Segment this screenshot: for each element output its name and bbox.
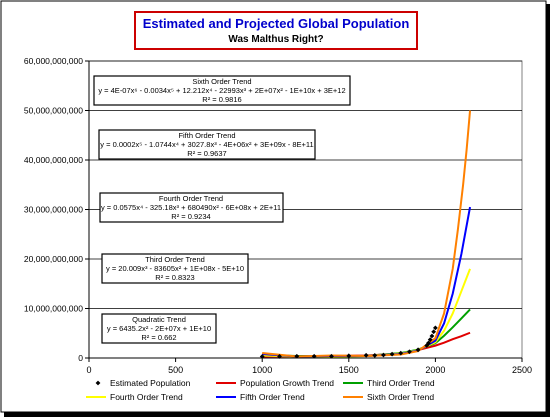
annotation-third-order: Third Order Trend y = 20.009x³ - 83605x²…: [101, 253, 249, 284]
legend-item-2: Third Order Trend: [343, 378, 435, 388]
y-tick-label: 60,000,000,000: [24, 56, 83, 66]
y-tick-label: 0: [78, 353, 83, 363]
legend-label: Sixth Order Trend: [367, 392, 434, 402]
data-point: [346, 353, 352, 359]
y-tick-label: 10,000,000,000: [24, 304, 83, 314]
data-point: [431, 329, 437, 335]
legend-item-5: Sixth Order Trend: [343, 392, 434, 402]
annotation-quadratic: Quadratic Trend y = 6435.2x² - 2E+07x + …: [101, 313, 217, 344]
x-axis-tick-labels: 0 500 1000 1500 2000 2500: [86, 358, 532, 375]
annotation-equation: y = 0.0575x⁴ - 325.18x³ + 680490x² - 6E+…: [101, 203, 281, 212]
annotation-fifth-order: Fifth Order Trend y = 0.0002x⁵ - 1.0744x…: [98, 129, 316, 160]
estimated-population-points: [259, 325, 438, 359]
x-tick-label: 1500: [339, 365, 359, 375]
annotation-title: Sixth Order Trend: [192, 77, 251, 86]
legend-item-4: Fifth Order Trend: [216, 392, 305, 402]
chart-title: Estimated and Projected Global Populatio…: [143, 16, 410, 31]
data-point: [294, 353, 300, 359]
data-point: [415, 347, 421, 353]
annotation-r2: R² = 0.9816: [202, 95, 241, 104]
legend-item-3: Fourth Order Trend: [86, 392, 183, 402]
x-tick-label: 1000: [252, 365, 272, 375]
legend-marker: [95, 380, 101, 386]
annotation-r2: R² = 0.662: [141, 333, 176, 342]
annotation-title: Quadratic Trend: [132, 315, 186, 324]
title-box: [134, 11, 418, 50]
legend-label: Estimated Population: [110, 378, 191, 388]
x-tick-label: 500: [168, 365, 183, 375]
legend-label: Fifth Order Trend: [240, 392, 305, 402]
data-point: [429, 333, 435, 339]
y-tick-label: 20,000,000,000: [24, 254, 83, 264]
chart-subtitle: Was Malthus Right?: [228, 34, 323, 45]
annotation-r2: R² = 0.9234: [171, 212, 210, 221]
y-tick-label: 50,000,000,000: [24, 106, 83, 116]
y-tick-label: 30,000,000,000: [24, 205, 83, 215]
y-tick-label: 40,000,000,000: [24, 155, 83, 165]
x-tick-label: 2000: [425, 365, 445, 375]
annotation-title: Fifth Order Trend: [178, 131, 235, 140]
x-tick-label: 0: [86, 365, 91, 375]
y-axis-tick-labels: 0 10,000,000,000 20,000,000,000 30,000,000,…: [24, 56, 83, 363]
legend-label: Population Growth Trend: [240, 378, 334, 388]
data-point: [427, 337, 433, 343]
legend-label: Third Order Trend: [367, 378, 435, 388]
annotation-r2: R² = 0.9637: [187, 149, 226, 158]
data-point: [381, 352, 386, 358]
legend: Estimated Population Population Growth Tr…: [86, 378, 435, 402]
data-point: [426, 340, 431, 346]
annotation-equation: y = 6435.2x² - 2E+07x + 1E+10: [107, 324, 211, 333]
data-point: [407, 349, 412, 355]
legend-item-0: Estimated Population: [95, 378, 191, 388]
data-point: [424, 343, 430, 348]
legend-label: Fourth Order Trend: [110, 392, 183, 402]
annotation-sixth-order: Sixth Order Trend y = 4E-07x⁶ - 0.0034x⁵…: [93, 75, 351, 106]
data-point: [433, 325, 438, 331]
annotation-r2: R² = 0.8323: [155, 273, 194, 282]
annotation-title: Third Order Trend: [145, 255, 205, 264]
annotation-equation: y = 4E-07x⁶ - 0.0034x⁵ + 12.212x⁴ - 2299…: [98, 86, 345, 95]
x-tick-label: 2500: [512, 365, 532, 375]
data-point: [398, 350, 404, 356]
annotation-equation: y = 0.0002x⁵ - 1.0744x⁴ + 3027.8x³ - 4E+…: [100, 140, 313, 149]
legend-item-1: Population Growth Trend: [216, 378, 334, 388]
annotation-title: Fourth Order Trend: [159, 194, 223, 203]
annotation-fourth-order: Fourth Order Trend y = 0.0575x⁴ - 325.18…: [99, 192, 284, 223]
data-point: [329, 353, 334, 359]
data-point: [372, 353, 378, 358]
annotation-equation: y = 20.009x³ - 83605x² + 1E+08x - 5E+10: [106, 264, 244, 273]
data-point: [311, 353, 317, 359]
data-point: [389, 351, 395, 357]
data-point: [363, 352, 369, 358]
